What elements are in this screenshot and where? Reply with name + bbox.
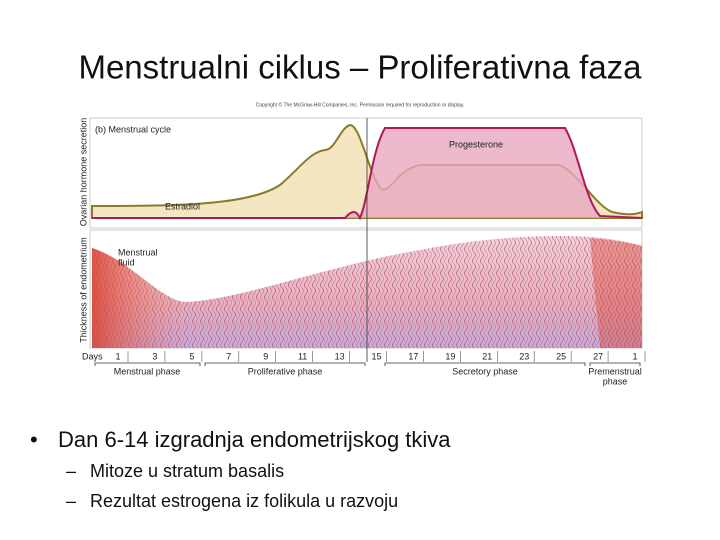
day-number: 5 (189, 351, 194, 361)
day-number: 19 (445, 351, 455, 361)
phase-label: Premenstrual (588, 366, 642, 376)
bullets: • Dan 6-14 izgradnja endometrijskog tkiv… (30, 427, 451, 511)
phase-label: Secretory phase (452, 366, 518, 376)
figure: Copyright © The McGraw-Hill Companies, I… (78, 101, 646, 386)
sub-bullet-marker: – (66, 491, 76, 511)
day-number: 15 (371, 351, 381, 361)
day-number: 3 (152, 351, 157, 361)
sub-bullet-marker: – (66, 461, 76, 481)
estradiol-label: Estradiol (165, 201, 200, 211)
day-number: 11 (298, 351, 307, 361)
day-numbers: 1 3 5 7 9 11 13 15 17 19 21 23 25 27 1 (115, 351, 646, 362)
day-number: 13 (335, 351, 345, 361)
menstrual-shedding (92, 248, 185, 348)
phase-label: Menstrual phase (114, 366, 181, 376)
day-number: 9 (263, 351, 268, 361)
menstrual-fluid-label: Menstrual (118, 247, 158, 257)
y-label-bottom: Thickness of endometrium (78, 237, 88, 343)
day-number: 1 (115, 351, 120, 361)
day-number: 7 (226, 351, 231, 361)
bullet-marker: • (30, 427, 38, 452)
panel-label: (b) Menstrual cycle (95, 124, 171, 134)
day-number: 17 (408, 351, 418, 361)
phase-label: phase (603, 376, 628, 386)
day-number: 21 (482, 351, 492, 361)
day-number: 23 (519, 351, 529, 361)
slide-title: Menstrualni ciklus – Proliferativna faza (78, 49, 642, 86)
y-label-top: Ovarian hormone secretion (78, 118, 88, 227)
sub-bullet-text: Rezultat estrogena iz folikula u razvoju (90, 491, 398, 511)
menstrual-fluid-label: fluid (118, 257, 135, 267)
premenstrual-shedding (590, 238, 642, 348)
days-label: Days (82, 351, 103, 361)
sub-bullet-text: Mitoze u stratum basalis (90, 461, 284, 481)
copyright: Copyright © The McGraw-Hill Companies, I… (256, 101, 465, 108)
day-number: 1 (632, 351, 637, 361)
progesterone-curve (92, 127, 643, 221)
phase-brackets (94, 362, 641, 366)
day-number: 27 (593, 351, 603, 361)
bullet-text: Dan 6-14 izgradnja endometrijskog tkiva (58, 427, 451, 452)
progesterone-label: Progesterone (449, 139, 503, 149)
day-number: 25 (556, 351, 566, 361)
phase-label: Proliferative phase (248, 366, 323, 376)
